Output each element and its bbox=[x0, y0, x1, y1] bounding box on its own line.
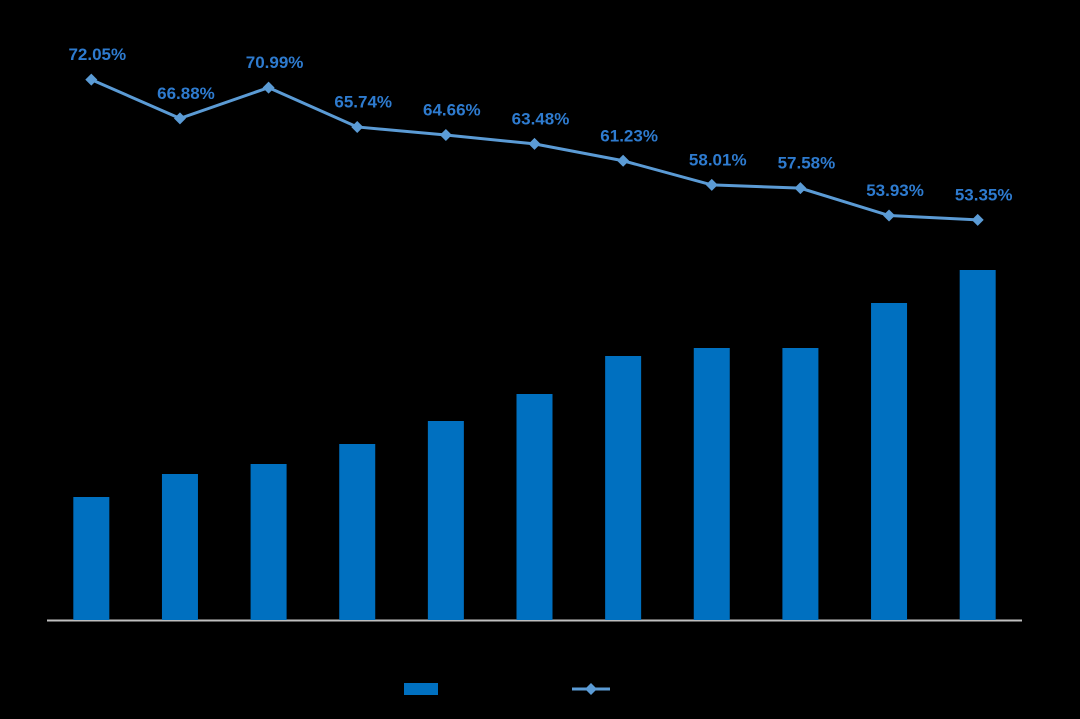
bar bbox=[250, 464, 287, 620]
data-label: 70.99% bbox=[246, 53, 304, 72]
marker bbox=[883, 209, 896, 222]
data-label: 53.93% bbox=[866, 181, 924, 200]
legend-swatch bbox=[585, 683, 597, 695]
marker bbox=[794, 182, 807, 195]
marker bbox=[85, 73, 98, 86]
marker bbox=[971, 213, 984, 226]
data-label: 61.23% bbox=[600, 126, 658, 145]
data-label: 72.05% bbox=[68, 45, 126, 64]
bar bbox=[693, 348, 730, 620]
data-label: 64.66% bbox=[423, 101, 481, 120]
marker bbox=[262, 81, 275, 94]
bar bbox=[73, 497, 110, 620]
bar bbox=[871, 303, 908, 620]
data-label: 58.01% bbox=[689, 150, 747, 169]
marker bbox=[439, 129, 452, 142]
data-label: 65.74% bbox=[334, 92, 392, 111]
bar bbox=[605, 356, 642, 620]
legend-swatch bbox=[404, 683, 438, 695]
bar bbox=[427, 421, 464, 620]
bar bbox=[959, 270, 996, 620]
marker bbox=[528, 137, 541, 150]
bar bbox=[161, 474, 198, 620]
data-label: 66.88% bbox=[157, 84, 215, 103]
bar bbox=[339, 444, 376, 620]
bar bbox=[782, 348, 819, 620]
data-label: 57.58% bbox=[778, 154, 836, 173]
data-label: 63.48% bbox=[512, 109, 570, 128]
data-label: 53.35% bbox=[955, 185, 1013, 204]
marker bbox=[173, 112, 186, 125]
marker bbox=[705, 178, 718, 191]
marker bbox=[351, 120, 364, 133]
marker bbox=[617, 154, 630, 167]
bar bbox=[516, 394, 553, 620]
